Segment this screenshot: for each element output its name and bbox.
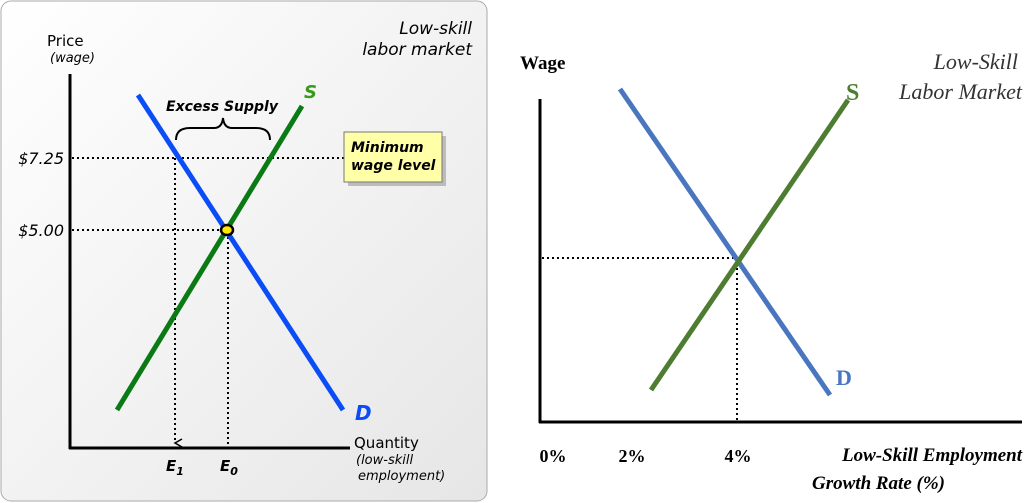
- callout-box: [343, 131, 443, 183]
- demand-curve: [135, 93, 346, 412]
- title: labor market: [362, 40, 473, 60]
- price-level: $5.00: [18, 221, 64, 240]
- quantity-label: E0: [220, 457, 238, 478]
- price-level: $7.25: [18, 149, 64, 168]
- x-axis-sublabel: employment): [358, 469, 445, 484]
- title: Labor Market: [898, 79, 1023, 104]
- left-panel: Low-skill labor market Price (wage) D S …: [0, 0, 488, 502]
- excess-supply-label: Excess Supply: [166, 99, 279, 115]
- brace: [175, 117, 271, 141]
- callout-text: Minimum: [351, 140, 424, 156]
- demand-curve: [617, 87, 833, 397]
- equilibrium-point: [219, 223, 235, 237]
- y-axis-sublabel: (wage): [50, 51, 95, 66]
- demand-label: D: [836, 365, 852, 390]
- supply-curve: [648, 98, 851, 392]
- x-tick-label: 0%: [540, 446, 567, 466]
- right-panel: Wage Low-Skill Labor Market D S 0% 2% 4%…: [520, 49, 1023, 494]
- x-axis-label: Growth Rate (%): [812, 473, 945, 494]
- demand-label: D: [355, 401, 372, 425]
- panel-frame: [0, 0, 488, 502]
- title: Low-Skill: [933, 49, 1018, 74]
- supply-label: S: [304, 82, 317, 103]
- callout-text: wage level: [351, 158, 436, 174]
- title: Low-skill: [399, 19, 472, 39]
- y-axis-label: Wage: [520, 53, 565, 74]
- x-axis-label: Low-Skill Employment: [841, 445, 1023, 466]
- supply-curve: [114, 104, 305, 412]
- x-axis-sublabel: (low-skill: [356, 453, 413, 468]
- y-axis-label: Price: [47, 32, 84, 50]
- supply-label: S: [846, 80, 859, 106]
- x-tick-label: 2%: [619, 446, 646, 466]
- x-tick-label: 4%: [725, 446, 752, 466]
- quantity-label: E1: [166, 457, 184, 478]
- x-axis-label: Quantity: [354, 434, 419, 452]
